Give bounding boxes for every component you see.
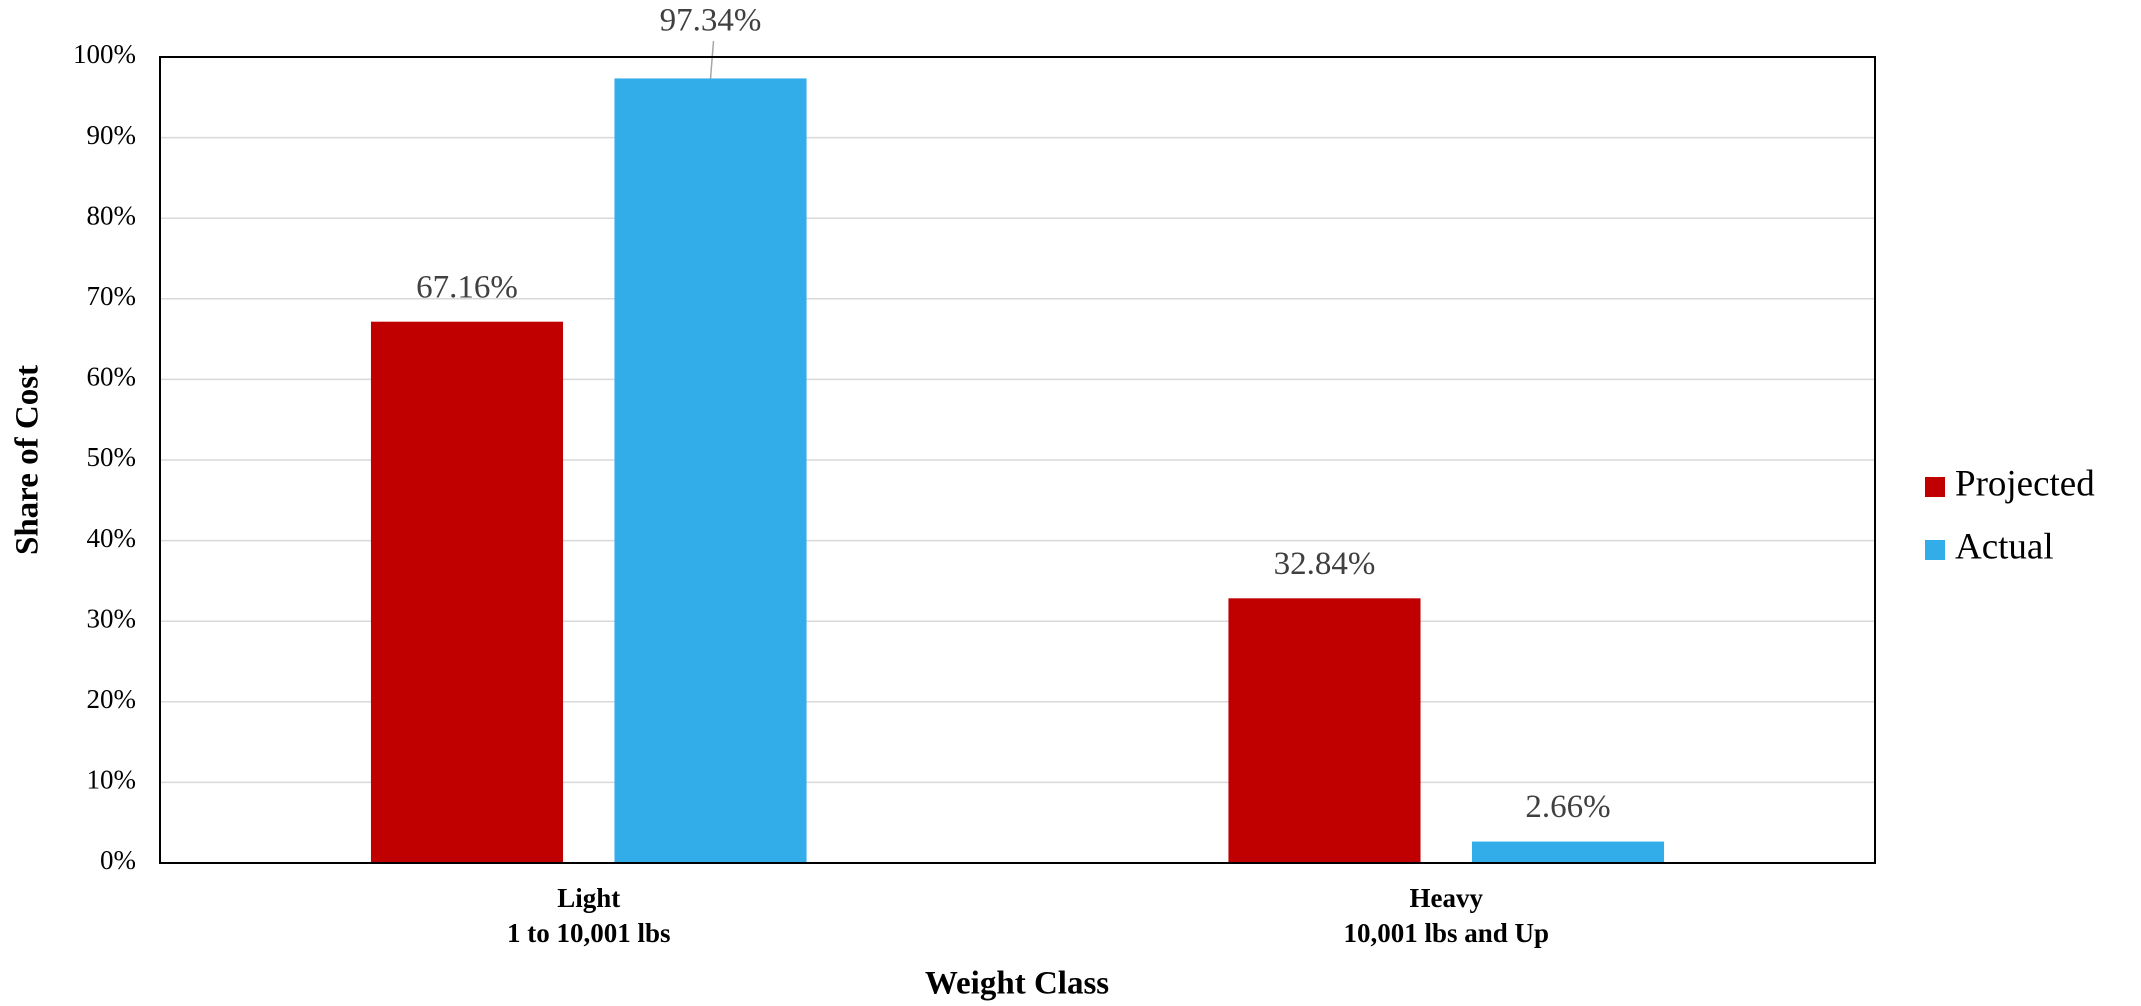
bar bbox=[1228, 598, 1421, 863]
bar bbox=[370, 321, 564, 863]
data-label: 32.84% bbox=[1274, 546, 1376, 582]
y-tick-label: 10% bbox=[87, 765, 137, 795]
bar bbox=[1471, 841, 1665, 863]
y-tick-label: 40% bbox=[87, 523, 137, 553]
y-tick-label: 80% bbox=[87, 200, 137, 230]
x-tick-label: Light 1 to 10,001 lbs bbox=[507, 883, 671, 948]
plot-frame bbox=[159, 56, 1876, 864]
x-tick-label: Heavy 10,001 lbs and Up bbox=[1343, 883, 1549, 948]
x-axis-title: Weight Class bbox=[925, 966, 1109, 1002]
data-label: 2.66% bbox=[1525, 789, 1610, 825]
y-tick-label: 100% bbox=[73, 39, 136, 69]
y-tick-label: 20% bbox=[87, 684, 137, 714]
y-tick-label: 0% bbox=[100, 845, 136, 875]
data-label: 67.16% bbox=[416, 269, 518, 305]
y-tick-label: 90% bbox=[87, 120, 137, 150]
y-tick-label: 30% bbox=[87, 603, 137, 633]
bar bbox=[614, 78, 807, 864]
legend-swatch bbox=[1925, 477, 1945, 497]
data-label: 97.34% bbox=[660, 3, 762, 39]
legend-label: Actual bbox=[1955, 526, 2054, 567]
legend-swatch bbox=[1925, 540, 1945, 560]
legend-label: Projected bbox=[1955, 463, 2095, 504]
y-tick-label: 60% bbox=[87, 362, 137, 392]
leader-line bbox=[709, 40, 715, 79]
y-axis-title: Share of Cost bbox=[10, 365, 46, 555]
y-tick-label: 70% bbox=[87, 281, 137, 311]
y-tick-label: 50% bbox=[87, 442, 137, 472]
